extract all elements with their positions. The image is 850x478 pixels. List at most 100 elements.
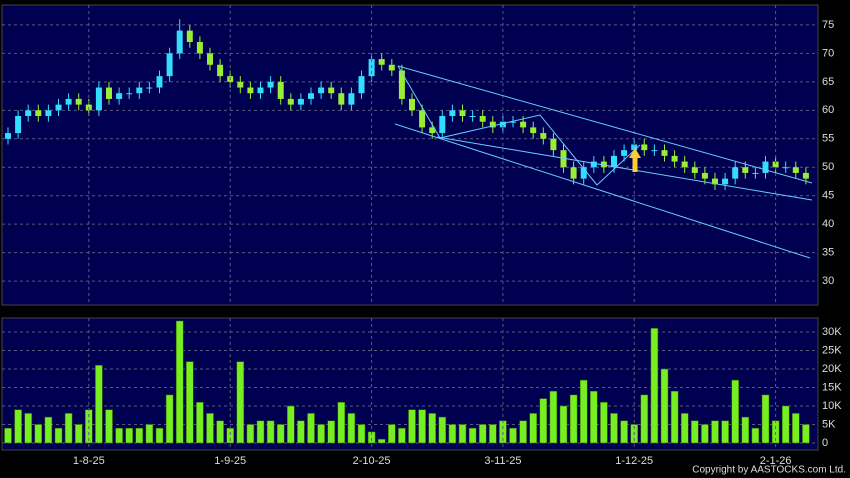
volume-bar [297,420,305,444]
candle-body [156,76,163,88]
volume-bar [145,424,154,444]
candle-body [166,53,173,77]
channel-mid [436,136,813,201]
zigzag [397,65,641,186]
candle-body [358,76,365,94]
volume-bar [337,402,346,444]
candle-body [388,64,395,71]
candle-body [297,98,304,105]
candle-body [65,98,72,105]
volume-bar [115,427,123,444]
volume-bar [428,413,436,444]
candle-body [782,167,789,169]
volume-bar [125,427,133,444]
volume-bar [317,424,325,444]
y-tick-label: 70 [822,47,834,59]
candle-body [186,30,193,43]
volume-bar [186,361,194,444]
candle-body [176,30,183,54]
candle-body [540,133,547,139]
volume-bar [569,394,578,444]
volume-bar [155,427,164,444]
candle-body [126,93,133,95]
candle-body [661,150,668,156]
volume-bar [276,424,285,444]
candle-body [449,110,456,117]
candle-body [550,138,557,151]
volume-bar [24,413,32,444]
y-tick-label: 35 [822,247,834,259]
candle-body [580,167,587,179]
volume-bar [377,439,386,444]
volume-bar [670,390,679,444]
candle-body [146,87,153,89]
candle-body [328,87,335,94]
volume-bar [478,424,487,444]
y-tick-label: 75 [822,19,834,31]
volume-bar [680,413,689,444]
candle-body [378,59,385,65]
candle-body [267,81,274,88]
volume-bar [761,394,770,444]
volume-bar [196,402,204,444]
volume-bar [408,409,416,444]
candle-body [611,155,617,168]
candle-body [520,121,527,128]
volume-bar [398,427,406,444]
volume-bar [509,427,517,444]
candle-body [590,161,597,168]
candle-body [792,167,799,173]
volume-bar [519,420,527,444]
volume-bar [458,424,467,444]
candle-body [247,87,254,94]
volume-bar [4,427,12,444]
volume-bar [610,413,618,444]
volume-bar [529,413,537,444]
volume-bar [418,409,426,444]
candle-body [257,87,264,94]
x-tick-label: 3-11-25 [484,455,521,467]
candle-body [802,172,809,179]
volume-bar [64,413,73,444]
volume-bar [266,420,275,444]
volume-bar [691,420,699,444]
candle-body [237,81,244,88]
candle-body [681,161,688,168]
candle-body [691,167,698,173]
volume-bar [600,402,608,444]
candle-body [722,178,729,185]
y-tick-label: 30K [822,326,842,338]
y-tick-label: 45 [822,190,834,202]
volume-bar [347,413,356,444]
candle-body [752,172,759,174]
volume-bar [792,413,800,444]
candle-body [459,110,466,117]
volume-bar [721,420,729,444]
y-tick-label: 15K [822,381,842,393]
candle-body [701,172,708,179]
volume-bar [701,424,709,444]
candle-body [762,161,769,173]
candle-body [712,178,718,185]
candle-body [196,42,203,54]
volume-bar [54,427,63,444]
volume-bar [44,416,53,444]
y-tick-label: 50 [822,161,834,173]
channel-lower [394,123,811,259]
y-tick-label: 20K [822,363,842,375]
candle-body [106,87,112,99]
candle-body [398,70,405,99]
volume-bar [367,431,376,444]
volume-bar [751,427,760,444]
volume-bar [590,390,598,444]
candle-body [217,64,224,77]
y-tick-label: 10K [822,400,842,412]
volume-bar [489,424,497,444]
candle-body [419,110,426,128]
copyright: Copyright by AASTOCKS.com Ltd. [692,465,846,476]
volume-bar [74,424,83,444]
candle-body [116,93,123,99]
volume-bar [307,413,315,444]
volume-bar [246,424,255,444]
volume-bar [650,328,659,444]
